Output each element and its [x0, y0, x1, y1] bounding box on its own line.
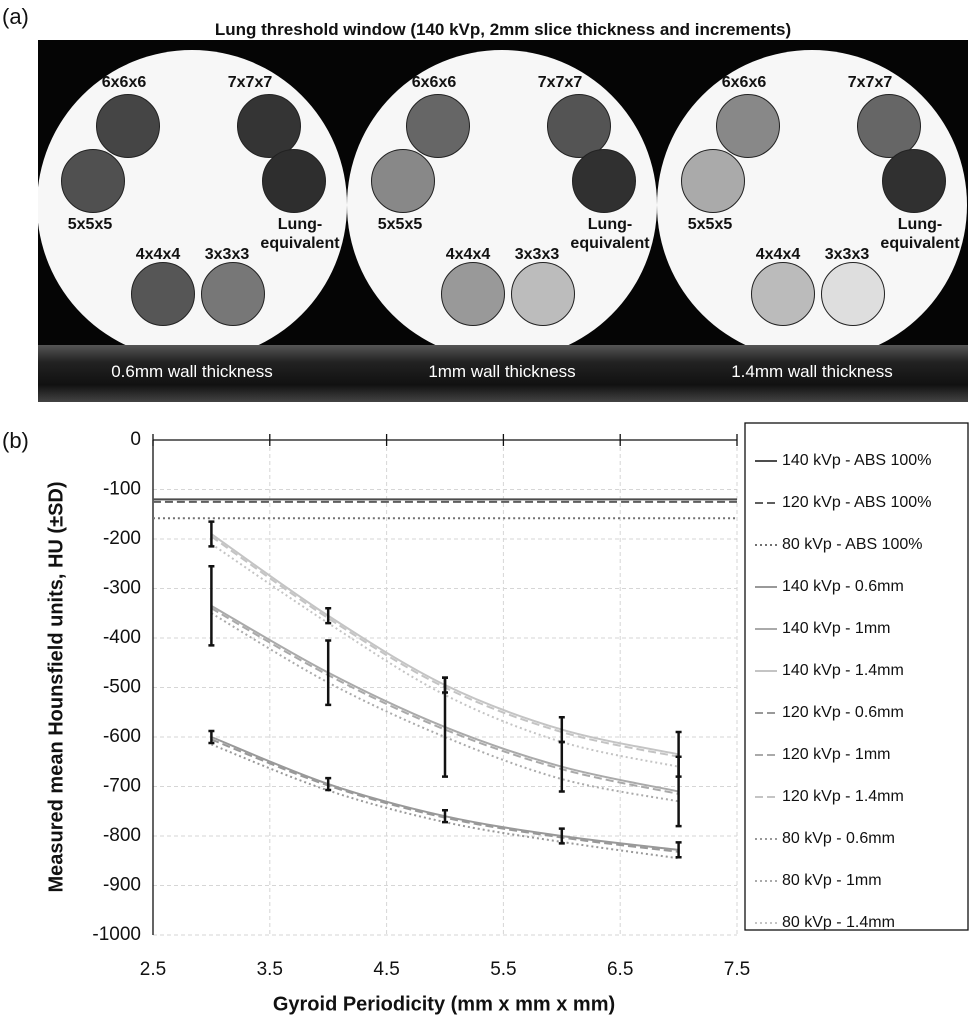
legend-label: 80 kVp - ABS 100% [782, 536, 923, 553]
legend-label: 140 kVp - ABS 100% [782, 452, 931, 469]
legend-label: 120 kVp - 1mm [782, 746, 890, 763]
y-tick-label: -500 [103, 677, 141, 698]
figure: (a) Lung threshold window (140 kVp, 2mm … [0, 0, 974, 1025]
y-axis-label: Measured mean Hounsfield units, HU (±SD) [45, 481, 67, 892]
x-tick-label: 7.5 [724, 959, 750, 980]
y-tick-label: -200 [103, 528, 141, 549]
x-tick-label: 5.5 [490, 959, 516, 980]
legend-label: 140 kVp - 0.6mm [782, 578, 904, 595]
legend-label: 80 kVp - 1mm [782, 872, 882, 889]
x-tick-label: 4.5 [373, 959, 399, 980]
legend-label: 120 kVp - 1.4mm [782, 788, 904, 805]
x-tick-label: 6.5 [607, 959, 633, 980]
legend-label: 80 kVp - 1.4mm [782, 914, 895, 931]
legend-label: 120 kVp - ABS 100% [782, 494, 931, 511]
y-tick-label: -800 [103, 825, 141, 846]
y-tick-label: -700 [103, 776, 141, 797]
y-tick-label: -300 [103, 578, 141, 599]
x-tick-label: 3.5 [257, 959, 283, 980]
y-tick-label: -900 [103, 875, 141, 896]
y-tick-label: -100 [103, 479, 141, 500]
legend-label: 120 kVp - 0.6mm [782, 704, 904, 721]
x-axis-label: Gyroid Periodicity (mm x mm x mm) [273, 993, 615, 1015]
legend-label: 80 kVp - 0.6mm [782, 830, 895, 847]
legend-label: 140 kVp - 1.4mm [782, 662, 904, 679]
x-tick-label: 2.5 [140, 959, 166, 980]
y-tick-label: -1000 [92, 924, 141, 945]
legend-label: 140 kVp - 1mm [782, 620, 890, 637]
y-tick-label: -600 [103, 726, 141, 747]
y-tick-label: -400 [103, 627, 141, 648]
chart: Gyroid Periodicity (mm x mm x mm) Measur… [0, 0, 974, 1025]
y-tick-label: 0 [130, 429, 141, 450]
error-bar [208, 566, 214, 645]
error-bar [208, 522, 214, 547]
